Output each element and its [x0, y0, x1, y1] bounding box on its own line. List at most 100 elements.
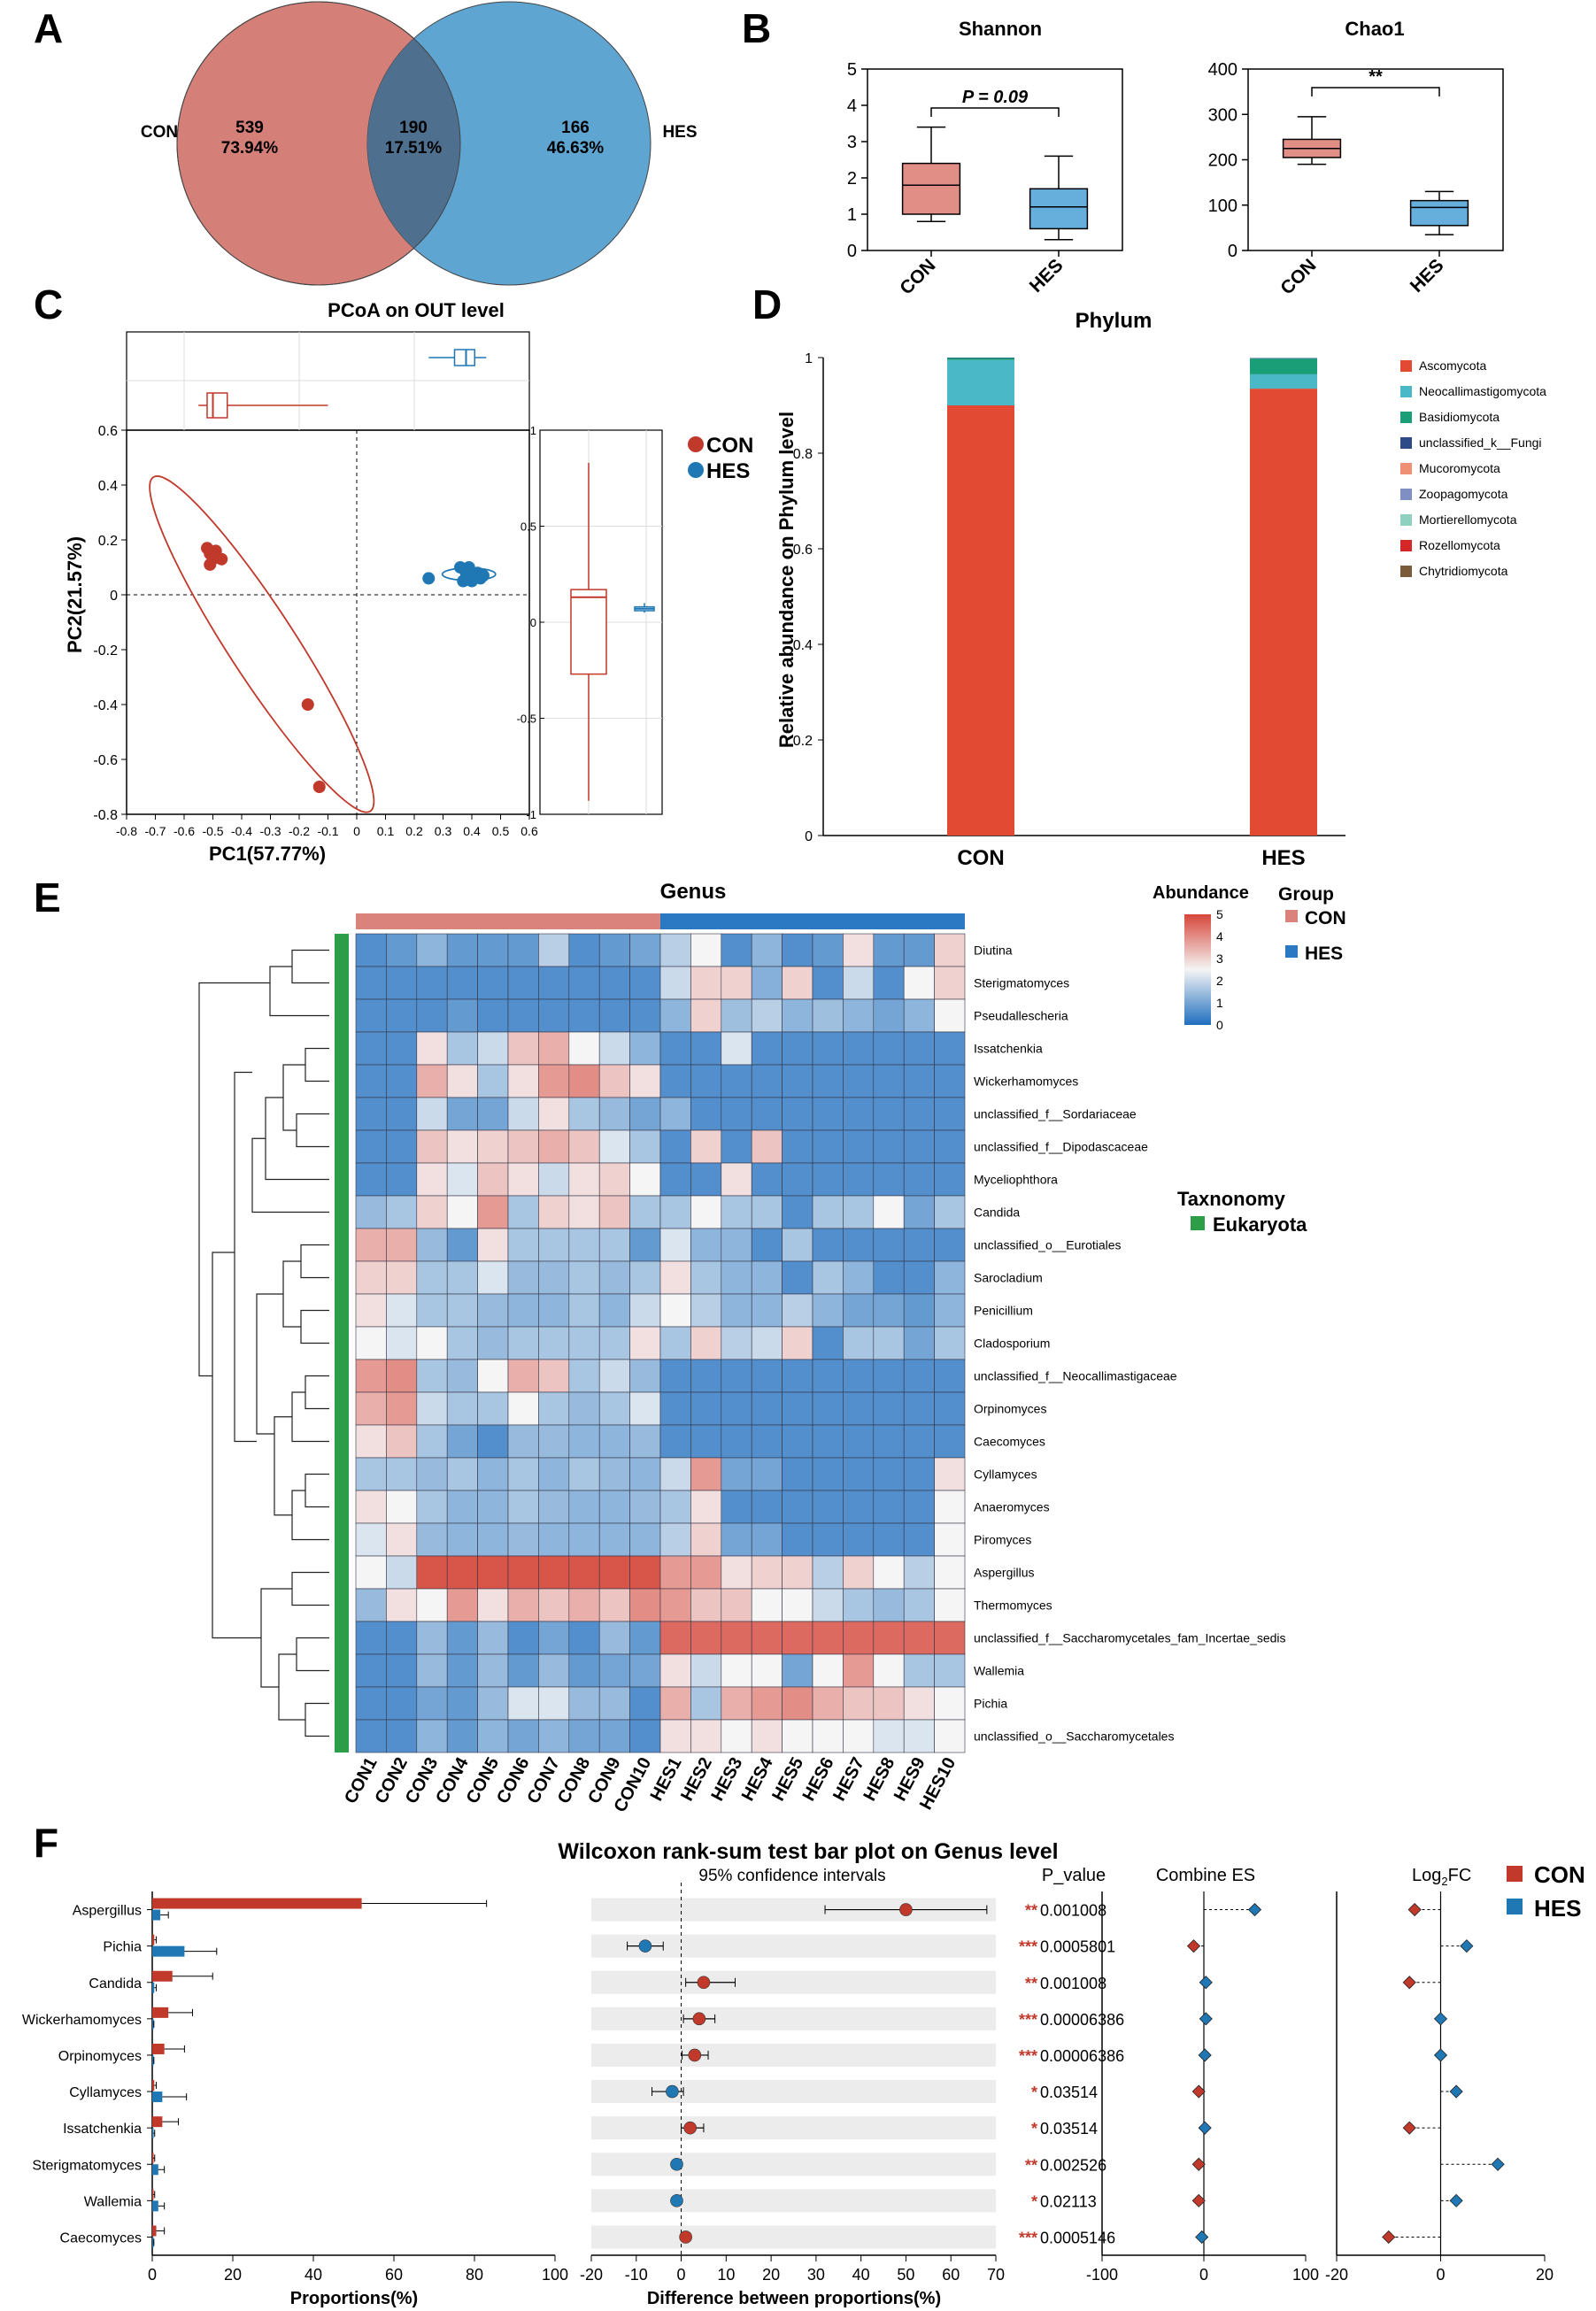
pvalue-stars: ***	[1019, 2229, 1037, 2246]
proportions-bar-hes	[152, 1909, 169, 1921]
heatmap-cell	[843, 1129, 875, 1164]
pcoa-xtick-label: 0.6	[520, 824, 538, 838]
chao1-ytick-label: 100	[1208, 196, 1237, 216]
heatmap-cell	[629, 1097, 661, 1131]
pcoa-side-ytick-label: 0.5	[520, 520, 536, 534]
heatmap-cell	[843, 1195, 875, 1229]
heatmap-cell	[355, 1555, 387, 1590]
phylum-legend-label: Chytridiomycota	[1419, 564, 1508, 578]
pcoa-top-box-hes	[453, 349, 475, 366]
heatmap-cell	[507, 1719, 539, 1753]
heatmap-cell	[934, 1031, 966, 1066]
log2fc-title: Log2FC	[1412, 1866, 1471, 1888]
heatmap-cell	[782, 1424, 813, 1459]
wilcoxon-legend-con-swatch	[1507, 1866, 1523, 1882]
heatmap-row-label: unclassified_o__Saccharomycetales	[974, 1729, 1174, 1744]
heatmap-cell	[416, 1621, 448, 1655]
heatmap-cell	[386, 1490, 418, 1524]
proportions-xtick-label: 80	[466, 2266, 483, 2284]
wilcoxon-title: Wilcoxon rank-sum test bar plot on Genus…	[558, 1839, 1058, 1864]
pvalue-text: 0.001008	[1040, 1902, 1106, 1920]
heatmap-cell	[812, 1522, 844, 1557]
phylum-bar-con	[947, 358, 1014, 836]
heatmap-cell	[751, 998, 783, 1033]
difference-point-hes	[670, 2157, 683, 2171]
difference-point-hes	[627, 1939, 664, 1953]
heatmap-cell	[477, 1097, 509, 1131]
heatmap-cell	[538, 1588, 570, 1622]
heatmap-cell	[598, 998, 630, 1033]
pcoa-side-ytick-label: -0.5	[517, 713, 536, 726]
heatmap-cell	[903, 1653, 935, 1688]
heatmap-cell	[386, 1326, 418, 1360]
heatmap-cell	[598, 1391, 630, 1426]
pcoa-side-ytick-label: 1	[530, 424, 536, 437]
heatmap-cell	[538, 1719, 570, 1753]
combine-es-xtick-label: -100	[1086, 2266, 1118, 2284]
heatmap-cell	[903, 1064, 935, 1098]
heatmap-cell	[812, 1293, 844, 1328]
log2fc-marker-hes	[1433, 2012, 1448, 2026]
heatmap-row-label: Cyllamyces	[974, 1467, 1037, 1482]
difference-marker	[697, 1976, 711, 1990]
pcoa-ytick-label: 0.4	[98, 479, 118, 494]
pcoa-ytick-label: -0.6	[93, 753, 118, 768]
heatmap-cell	[507, 1653, 539, 1688]
heatmap-cell	[843, 1555, 875, 1590]
dendrogram-link	[274, 1416, 292, 1516]
phylum-segment-neocallimastigomycota	[947, 359, 1014, 405]
heatmap-cell	[690, 998, 722, 1033]
heatmap-cell	[751, 966, 783, 1000]
heatmap-cell	[416, 998, 448, 1033]
proportions-bar-con	[152, 2225, 166, 2237]
difference-xtick-label: 40	[852, 2266, 870, 2284]
heatmap-cell	[843, 1162, 875, 1197]
heatmap-cell	[659, 1391, 691, 1426]
heatmap-cell	[446, 1522, 478, 1557]
phylum-segment-ascomycota	[947, 405, 1014, 836]
pcoa-point-con	[204, 558, 217, 571]
heatmap-cell	[690, 1391, 722, 1426]
heatmap-cell	[690, 1588, 722, 1622]
heatmap-title: Genus	[660, 880, 727, 904]
heatmap-cell	[690, 1097, 722, 1131]
proportions-bar-con	[152, 1934, 158, 1945]
wilcoxon-legend: CON HES	[1507, 1861, 1585, 1922]
heatmap-cell	[690, 1326, 722, 1360]
heatmap-cell	[690, 966, 722, 1000]
shannon-significance-bracket	[930, 107, 1060, 117]
heatmap-cell	[629, 1555, 661, 1590]
pcoa-legend-hes-marker	[688, 462, 704, 478]
pcoa-xtick-label: 0.2	[405, 824, 423, 838]
heatmap-cell	[690, 1621, 722, 1655]
pcoa-ytick-label: 0.2	[98, 534, 118, 549]
combine-es-marker-hes	[1195, 2230, 1209, 2245]
heatmap-cell	[507, 1260, 539, 1295]
difference-marker	[899, 1903, 913, 1916]
heatmap-cell	[782, 966, 813, 1000]
heatmap-cell	[477, 1490, 509, 1524]
shannon-boxplot: Shannon 0 1 2 3 4 5 CON HES P = 0.09	[847, 18, 1123, 299]
log2fc-marker-con	[1402, 1976, 1441, 1990]
dendrogram-link	[305, 1047, 329, 1082]
difference-marker	[670, 2157, 683, 2171]
difference-xtick-label: 20	[762, 2266, 780, 2284]
heatmap-row-label: Issatchenkia	[974, 1042, 1043, 1056]
shannon-ytick-label: 4	[847, 96, 857, 116]
pvalue-text: 0.002526	[1040, 2156, 1106, 2174]
heatmap-cell	[782, 1686, 813, 1721]
heatmap-cell	[721, 1457, 752, 1491]
heatmap-row-label: Anaeromyces	[974, 1500, 1050, 1514]
phylum-segment-basidiomycota	[1250, 358, 1317, 374]
heatmap-cell	[903, 1522, 935, 1557]
proportions-bar-hes	[152, 2091, 188, 2103]
heatmap-cell	[598, 966, 630, 1000]
heatmap-cell	[629, 1195, 661, 1229]
heatmap-cell	[446, 1031, 478, 1066]
pcoa-ytick-label: -0.4	[93, 698, 118, 713]
proportions-bar-rect	[152, 2043, 165, 2054]
heatmap-group-stripe-con	[356, 913, 660, 929]
proportions-bar-rect	[152, 2054, 154, 2066]
panel-letter-d: D	[752, 281, 782, 327]
log2fc-title-suffix: FC	[1448, 1866, 1472, 1885]
